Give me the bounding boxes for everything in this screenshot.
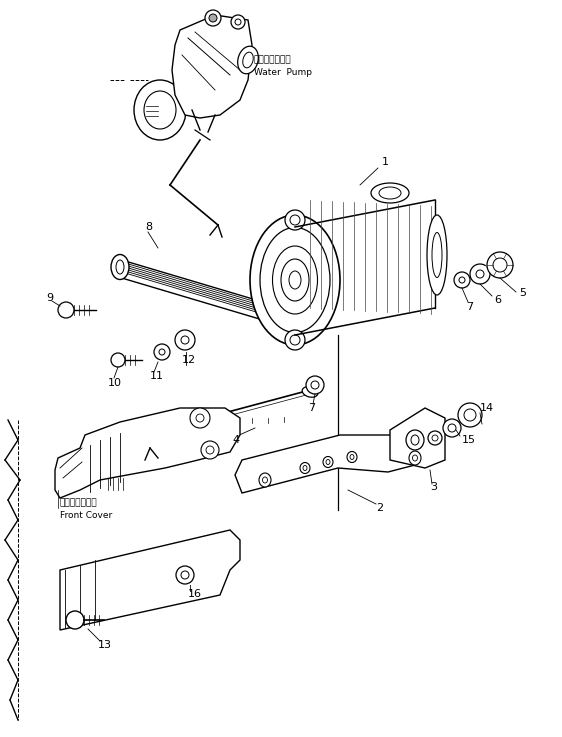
Circle shape	[176, 566, 194, 584]
Polygon shape	[390, 408, 445, 468]
Ellipse shape	[411, 435, 419, 445]
Circle shape	[231, 15, 245, 29]
Circle shape	[111, 353, 125, 367]
Text: 1: 1	[382, 157, 389, 167]
Ellipse shape	[300, 463, 310, 473]
Text: 4: 4	[232, 435, 239, 445]
Circle shape	[205, 10, 221, 26]
Text: 15: 15	[462, 435, 476, 445]
Polygon shape	[55, 408, 240, 498]
Circle shape	[459, 277, 465, 283]
Text: 16: 16	[188, 589, 202, 599]
Circle shape	[285, 210, 305, 230]
Ellipse shape	[281, 259, 309, 301]
Ellipse shape	[432, 232, 442, 278]
Ellipse shape	[238, 46, 259, 74]
Text: 14: 14	[480, 403, 494, 413]
Ellipse shape	[413, 455, 418, 461]
Circle shape	[196, 414, 204, 422]
Ellipse shape	[347, 452, 357, 463]
Ellipse shape	[289, 271, 301, 289]
Circle shape	[487, 252, 513, 278]
Circle shape	[493, 258, 507, 272]
Circle shape	[428, 431, 442, 445]
Circle shape	[235, 19, 241, 25]
Text: Front Cover: Front Cover	[60, 511, 112, 520]
Ellipse shape	[260, 228, 330, 332]
Ellipse shape	[262, 477, 268, 483]
Circle shape	[190, 408, 210, 428]
Circle shape	[209, 14, 217, 22]
Ellipse shape	[302, 387, 318, 397]
Circle shape	[66, 611, 84, 629]
Text: 5: 5	[519, 288, 526, 298]
Polygon shape	[60, 530, 240, 630]
Ellipse shape	[371, 183, 409, 203]
Ellipse shape	[259, 473, 271, 487]
Text: ウォータポンプ: ウォータポンプ	[254, 55, 292, 65]
Polygon shape	[235, 435, 415, 493]
Ellipse shape	[250, 215, 340, 345]
Circle shape	[58, 302, 74, 318]
Text: 10: 10	[108, 378, 122, 388]
Circle shape	[201, 441, 219, 459]
Circle shape	[311, 381, 319, 389]
Ellipse shape	[243, 52, 253, 68]
Ellipse shape	[409, 451, 421, 465]
Text: 11: 11	[150, 371, 164, 381]
Circle shape	[464, 409, 476, 421]
Circle shape	[159, 349, 165, 355]
Circle shape	[154, 344, 170, 360]
Text: Water  Pump: Water Pump	[254, 68, 312, 77]
Circle shape	[290, 335, 300, 345]
Ellipse shape	[427, 215, 447, 295]
Text: 8: 8	[145, 222, 152, 232]
Ellipse shape	[134, 80, 186, 140]
Circle shape	[206, 446, 214, 454]
Circle shape	[470, 264, 490, 284]
Ellipse shape	[111, 254, 129, 279]
Ellipse shape	[323, 456, 333, 467]
Text: 7: 7	[466, 302, 473, 312]
Circle shape	[285, 330, 305, 350]
Circle shape	[306, 376, 324, 394]
Ellipse shape	[406, 430, 424, 450]
Polygon shape	[172, 15, 252, 118]
Circle shape	[454, 272, 470, 288]
Circle shape	[181, 336, 189, 344]
Circle shape	[175, 330, 195, 350]
Circle shape	[476, 270, 484, 278]
Ellipse shape	[144, 91, 176, 129]
Ellipse shape	[350, 455, 354, 459]
Text: フロントカバー: フロントカバー	[60, 498, 98, 508]
Text: 7: 7	[308, 403, 315, 413]
Ellipse shape	[303, 466, 307, 470]
Circle shape	[432, 435, 438, 441]
Ellipse shape	[190, 415, 206, 425]
Ellipse shape	[326, 459, 330, 464]
Text: 6: 6	[494, 295, 501, 305]
Ellipse shape	[116, 260, 124, 274]
Text: 12: 12	[182, 355, 196, 365]
Text: 3: 3	[430, 482, 437, 492]
Text: 9: 9	[46, 293, 53, 303]
Circle shape	[458, 403, 482, 427]
Circle shape	[443, 419, 461, 437]
Text: 2: 2	[376, 503, 383, 513]
Ellipse shape	[379, 187, 401, 199]
Text: 13: 13	[98, 640, 112, 650]
Ellipse shape	[273, 246, 318, 314]
Ellipse shape	[303, 314, 321, 336]
Circle shape	[181, 571, 189, 579]
Circle shape	[290, 215, 300, 225]
Circle shape	[448, 424, 456, 432]
